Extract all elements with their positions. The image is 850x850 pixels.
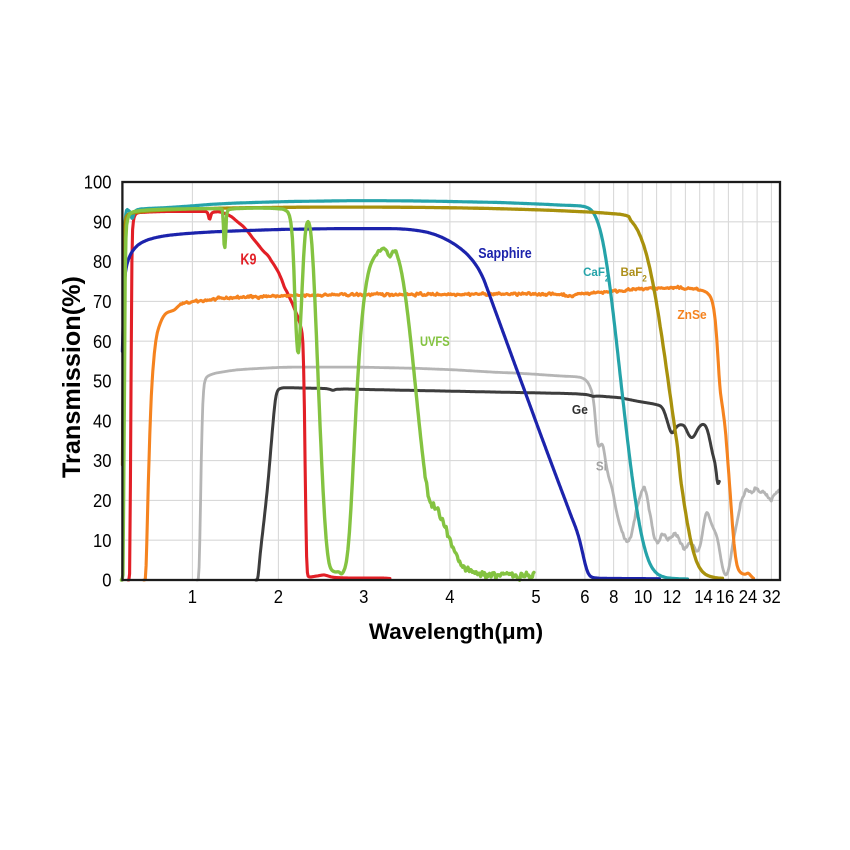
svg-text:10: 10 <box>93 530 112 551</box>
svg-text:32: 32 <box>762 586 781 607</box>
svg-text:14: 14 <box>694 586 713 607</box>
svg-text:Si: Si <box>596 459 607 473</box>
svg-text:Transmission(%): Transmission(%) <box>58 276 86 478</box>
svg-text:50: 50 <box>93 371 112 392</box>
svg-text:Sapphire: Sapphire <box>478 245 532 261</box>
svg-text:ZnSe: ZnSe <box>677 308 707 322</box>
svg-text:K9: K9 <box>240 250 256 267</box>
svg-text:1: 1 <box>188 586 197 607</box>
svg-text:40: 40 <box>93 411 112 432</box>
svg-text:Ge: Ge <box>572 403 588 417</box>
svg-text:0: 0 <box>102 570 111 591</box>
svg-text:100: 100 <box>84 172 112 193</box>
svg-text:CaF2: CaF2 <box>583 265 610 284</box>
svg-text:3: 3 <box>359 586 368 607</box>
svg-text:12: 12 <box>663 586 682 607</box>
svg-text:90: 90 <box>93 212 112 233</box>
svg-text:Wavelength(μm): Wavelength(μm) <box>369 619 543 644</box>
svg-text:30: 30 <box>93 450 112 471</box>
svg-text:60: 60 <box>93 331 112 352</box>
svg-text:10: 10 <box>634 586 653 607</box>
svg-text:4: 4 <box>445 586 454 607</box>
svg-text:70: 70 <box>93 291 112 312</box>
svg-text:8: 8 <box>609 586 618 607</box>
svg-text:16: 16 <box>716 586 735 607</box>
svg-text:24: 24 <box>739 586 758 607</box>
svg-text:6: 6 <box>580 586 589 607</box>
svg-text:5: 5 <box>531 586 540 607</box>
svg-text:UVFS: UVFS <box>420 334 450 349</box>
svg-text:20: 20 <box>93 490 112 511</box>
svg-text:80: 80 <box>93 251 112 272</box>
svg-text:BaF2: BaF2 <box>620 265 647 284</box>
svg-text:2: 2 <box>274 586 283 607</box>
